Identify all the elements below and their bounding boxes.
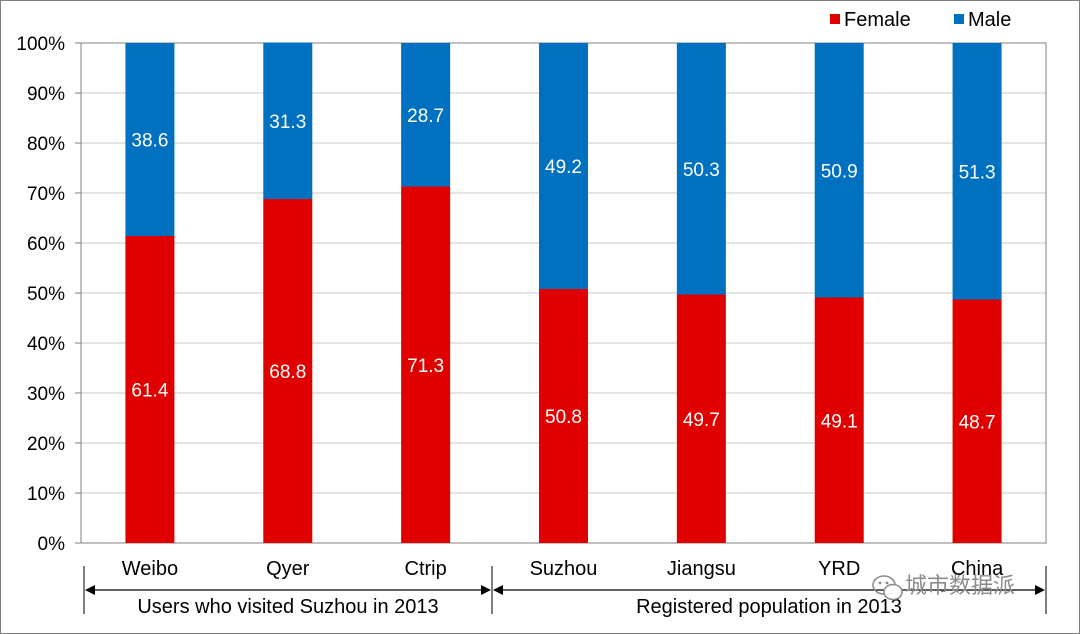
bar-female-qyer	[263, 199, 313, 543]
data-label: 51.3	[959, 162, 996, 183]
category-groups: Users who visited Suzhou in 2013 Register…	[83, 566, 1047, 618]
data-labels: 61.4 38.6 68.8 31.3 71.3 28.7 50.8 49.2 49.7 50.3…	[131, 106, 995, 434]
y-tick-label: 10%	[27, 484, 65, 505]
x-axis-category-labels: Weibo Qyer Ctrip Suzhou Jiangsu YRD China	[122, 558, 1004, 580]
bar-male-jiangsu	[676, 43, 726, 295]
y-tick-label: 70%	[27, 184, 65, 205]
y-tick-label: 0%	[38, 534, 66, 555]
data-label: 50.3	[683, 160, 720, 181]
data-label: 31.3	[269, 112, 306, 133]
data-label: 49.7	[683, 410, 720, 431]
y-tick-label: 90%	[27, 84, 65, 105]
bar-male-china	[952, 43, 1002, 300]
category-label: Ctrip	[405, 558, 447, 580]
category-label: China	[951, 558, 1004, 580]
data-label: 50.8	[545, 407, 582, 428]
watermark: 城市数据派	[872, 574, 1015, 601]
bar-female-suzhou	[539, 289, 588, 543]
bar-female-yrd	[814, 297, 864, 543]
data-label: 49.1	[821, 411, 858, 432]
data-label: 28.7	[407, 106, 444, 127]
y-tick-label: 30%	[27, 384, 65, 405]
y-tick-label: 20%	[27, 434, 65, 455]
y-axis-tick-labels: 0% 10% 20% 30% 40% 50% 60% 70% 80% 90% 100%	[16, 34, 65, 555]
category-label: Suzhou	[530, 558, 598, 580]
bar-female-ctrip	[401, 186, 451, 543]
group-arrow-head	[1035, 585, 1045, 595]
group-arrow-head	[85, 585, 95, 595]
legend-swatch	[954, 14, 964, 24]
category-label: YRD	[818, 558, 860, 580]
category-label: Jiangsu	[667, 558, 736, 580]
bars	[125, 42, 1002, 543]
data-label: 50.9	[821, 161, 858, 182]
data-label: 68.8	[269, 362, 306, 383]
wechat-icon	[872, 575, 903, 601]
group-arrow-head	[493, 585, 503, 595]
bar-female-jiangsu	[676, 294, 726, 543]
bar-male-ctrip	[401, 43, 451, 187]
y-tick-label: 100%	[16, 34, 65, 55]
y-tick-label: 50%	[27, 284, 65, 305]
data-label: 48.7	[959, 412, 996, 433]
data-label: 38.6	[131, 131, 168, 152]
group-arrow-head	[481, 585, 491, 595]
bar-male-weibo	[125, 43, 175, 236]
category-label: Weibo	[122, 558, 178, 580]
category-label: Qyer	[266, 558, 310, 580]
bar-female-weibo	[125, 236, 175, 543]
bar-female-china	[952, 299, 1002, 543]
y-tick-label: 40%	[27, 334, 65, 355]
bar-male-qyer	[263, 42, 313, 199]
data-label: 71.3	[407, 356, 444, 377]
legend-label: Male	[968, 9, 1011, 31]
legend: Female Male	[830, 9, 1011, 31]
bar-male-suzhou	[539, 43, 588, 289]
group-label: Registered population in 2013	[636, 596, 902, 618]
watermark-text: 城市数据派	[905, 574, 1015, 599]
data-label: 49.2	[545, 157, 582, 178]
legend-label: Female	[844, 9, 911, 31]
data-label: 61.4	[131, 381, 168, 402]
group-label: Users who visited Suzhou in 2013	[137, 596, 438, 618]
y-tick-label: 60%	[27, 234, 65, 255]
y-tick-label: 80%	[27, 134, 65, 155]
bar-male-yrd	[814, 43, 864, 298]
legend-swatch	[830, 14, 840, 24]
